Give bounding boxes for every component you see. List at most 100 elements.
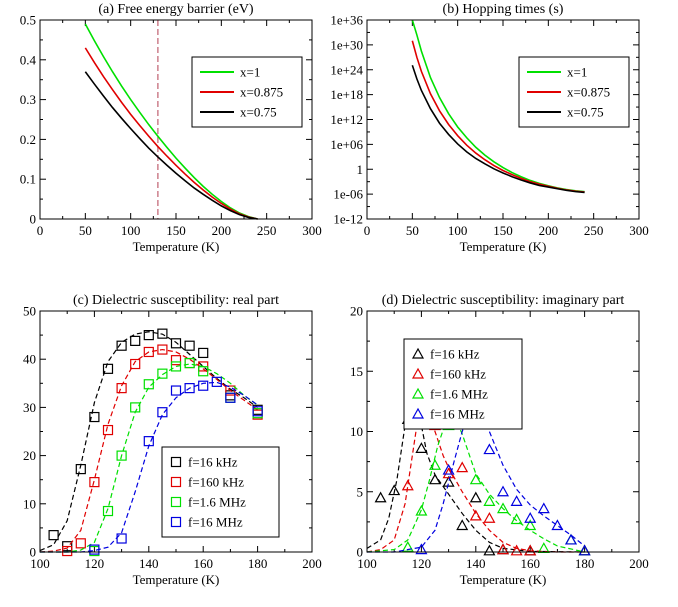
panel-a: (a) Free energy barrier (eV) 0 50 100 150 200… — [20, 2, 322, 254]
series-line — [84, 47, 258, 220]
x-tick-label: 50 — [79, 223, 92, 238]
fit-line — [367, 404, 585, 553]
data-point — [388, 484, 401, 496]
data-point — [143, 379, 154, 390]
series-3 — [411, 64, 585, 194]
x-axis-label: Temperature (K) — [460, 572, 547, 587]
fit-line — [39, 348, 258, 553]
data-point — [184, 383, 195, 394]
data-point — [170, 385, 182, 396]
data-point — [374, 491, 387, 503]
fit-line — [39, 331, 258, 552]
y-tick-label: 20 — [23, 448, 36, 463]
data-point — [496, 543, 510, 555]
y-tick-label: 1e+06 — [330, 137, 363, 152]
x-tick-label: 140 — [466, 556, 486, 571]
data-point — [116, 450, 127, 461]
data-point — [524, 512, 537, 523]
data-point — [428, 459, 442, 470]
y-tick-label: 0.2 — [20, 132, 36, 147]
data-point — [469, 491, 482, 503]
x-tick-label: 100 — [448, 223, 468, 238]
y-tick-label: 0 — [30, 545, 37, 560]
y-tick-label: 1e+24 — [330, 62, 363, 77]
legend-label: f=1.6 MHz — [430, 387, 488, 402]
data-point — [143, 436, 154, 447]
legend-label: f=16 MHz — [430, 407, 485, 422]
fit-line — [40, 363, 258, 553]
legend: x=1 x=0.875 x=0.75 — [191, 56, 303, 128]
data-point — [102, 424, 114, 436]
data-point — [116, 383, 127, 394]
x-tick-label: 160 — [193, 556, 213, 571]
data-point — [116, 533, 127, 544]
legend-marker — [411, 367, 425, 379]
legend-label: f=16 kHz — [188, 455, 238, 470]
series-line — [84, 71, 258, 220]
data-point — [442, 463, 455, 475]
y-tick-label: 0 — [30, 212, 37, 227]
plot-frame — [39, 310, 313, 553]
data-point — [564, 533, 578, 545]
data-point — [415, 543, 428, 555]
legend-label: f=160 kHz — [188, 475, 244, 490]
x-tick-label: 150 — [166, 223, 186, 238]
legend-label: x=0.875 — [240, 85, 283, 100]
legend-label: x=0.75 — [240, 105, 277, 120]
x-tick-label: 180 — [575, 556, 595, 571]
legend-label: f=16 MHz — [188, 515, 243, 530]
legend-label: x=0.875 — [567, 85, 610, 100]
plot-frame — [366, 19, 640, 220]
y-tick-label: 10 — [350, 424, 363, 439]
data-point — [102, 505, 114, 517]
data-point — [170, 361, 182, 372]
y-tick-label: 0.4 — [20, 52, 37, 67]
y-tick-label: 5 — [357, 484, 364, 499]
data-point — [496, 502, 510, 514]
data-point — [456, 461, 469, 473]
data-point — [415, 442, 428, 453]
data-point — [198, 380, 209, 391]
legend: x=1 x=0.875 x=0.75 — [518, 56, 630, 128]
panel-c: (c) Dielectric susceptibility: real part… — [23, 293, 322, 587]
legend-label: x=1 — [240, 65, 260, 80]
data-point — [102, 363, 114, 374]
legend-marker — [170, 456, 182, 468]
x-axis-label: Temperature (K) — [133, 572, 220, 587]
panel-title: (d) Dielectric susceptibility: imaginary… — [382, 293, 625, 308]
x-tick-label: 120 — [85, 556, 105, 571]
x-axis-label: Temperature (K) — [460, 239, 547, 254]
x-tick-label: 300 — [302, 223, 322, 238]
data-point — [524, 519, 537, 531]
x-tick-label: 200 — [539, 223, 559, 238]
plot-frame — [366, 310, 640, 553]
y-tick-label: 15 — [350, 364, 363, 379]
y-tick-label: 50 — [23, 304, 36, 319]
fit-line — [366, 384, 585, 553]
series-2 — [39, 344, 263, 557]
data-point — [89, 411, 100, 423]
y-tick-label: 0 — [357, 545, 364, 560]
legend-box — [161, 446, 280, 538]
legend-marker — [170, 496, 182, 508]
x-axis-label: Temperature (K) — [133, 239, 220, 254]
data-point — [469, 509, 482, 521]
data-point — [442, 475, 455, 487]
y-tick-label: 1e+18 — [330, 87, 363, 102]
y-tick-label: 1e+30 — [330, 37, 363, 52]
data-point — [483, 495, 496, 506]
x-tick-label: 250 — [257, 223, 277, 238]
legend-marker — [411, 347, 425, 359]
legend-marker — [411, 387, 425, 399]
data-point — [456, 519, 469, 531]
y-tick-label: 1e-06 — [333, 187, 363, 202]
data-point — [469, 473, 482, 485]
data-point — [198, 347, 209, 359]
y-tick-label: 0.3 — [20, 92, 36, 107]
y-tick-label: 1 — [357, 162, 364, 177]
data-point — [170, 355, 182, 366]
legend: f=16 kHz f=160 kHz f=1.6 MHz f=16 MHz — [161, 446, 280, 538]
data-point — [157, 344, 168, 355]
data-point — [130, 358, 141, 370]
series-3 — [84, 71, 258, 220]
